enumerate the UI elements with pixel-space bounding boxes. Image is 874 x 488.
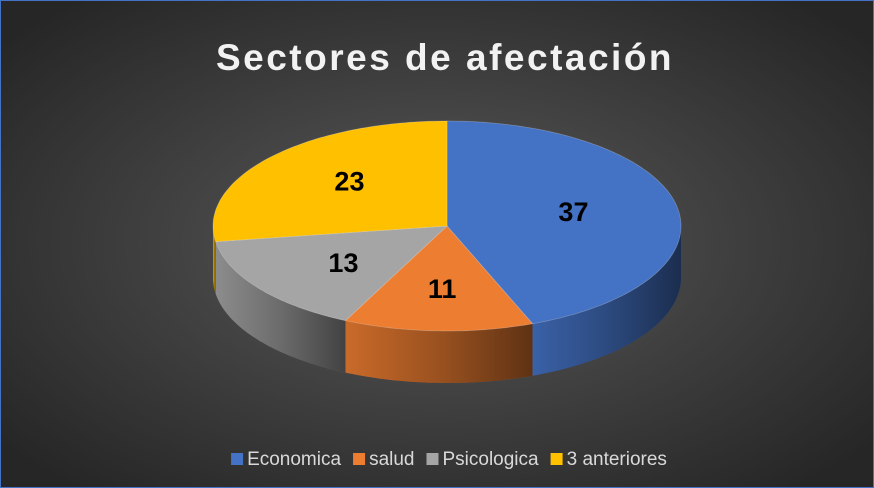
legend-swatch <box>231 453 244 465</box>
data-label: 11 <box>428 274 457 304</box>
slice <box>446 120 682 325</box>
legend: Economica salud Psicologica 3 anteriores <box>231 449 667 470</box>
legend-item: 3 anteriores <box>550 449 667 470</box>
legend-label: salud <box>369 449 414 470</box>
legend-label: Psicologica <box>442 449 539 470</box>
data-label: 23 <box>334 167 364 197</box>
slice <box>215 225 449 322</box>
slice <box>212 120 448 243</box>
slice <box>344 225 534 332</box>
slice-side-shade <box>215 241 346 373</box>
slice-side-shade <box>345 320 533 383</box>
legend-item: Psicologica <box>426 449 539 470</box>
slice-side-shade <box>213 226 216 294</box>
legend-label: Economica <box>247 449 341 470</box>
legend-label: 3 anteriores <box>567 449 667 470</box>
legend-swatch <box>550 453 563 465</box>
data-label: 37 <box>558 197 588 227</box>
legend-swatch <box>353 453 366 465</box>
slice-side-shade <box>532 226 681 376</box>
legend-item: salud <box>353 449 414 470</box>
data-label: 13 <box>328 248 358 278</box>
chart-title: Sectores de afectación <box>216 37 674 78</box>
pie: 37 11 13 23 <box>212 120 682 383</box>
legend-item: Economica <box>231 449 341 470</box>
legend-swatch <box>426 453 439 465</box>
